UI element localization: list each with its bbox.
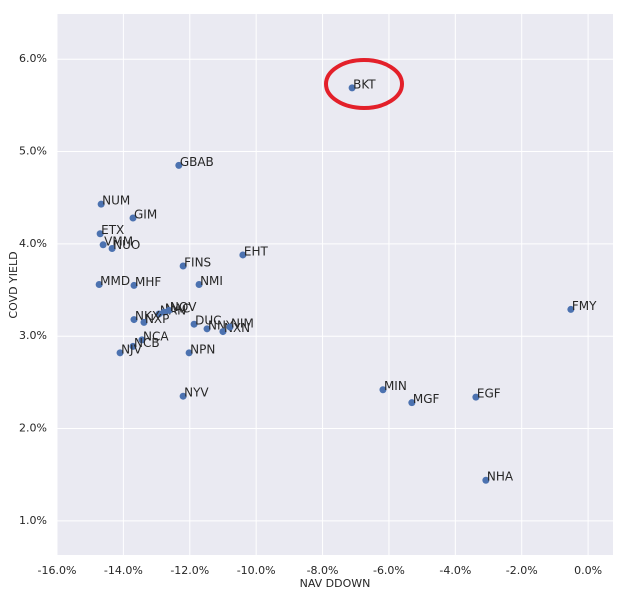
point (95, 281, 103, 288)
point-label: ETX (101, 223, 124, 237)
point (140, 318, 148, 326)
point (108, 244, 116, 252)
point (379, 386, 387, 394)
x-tick-label: -4.0% (439, 564, 471, 577)
point (165, 306, 173, 314)
point (472, 393, 480, 401)
point (203, 325, 211, 333)
point (226, 323, 234, 331)
point-label: FINS (184, 256, 211, 270)
point (129, 214, 137, 222)
point (99, 241, 107, 249)
point (567, 305, 575, 313)
point-label: NHA (487, 470, 514, 484)
point-label: VMM (104, 234, 133, 248)
y-tick-label: 5.0% (19, 145, 47, 158)
point (129, 342, 137, 350)
x-tick-label: -10.0% (237, 564, 276, 577)
point-label: NUO (113, 238, 140, 252)
point (482, 476, 490, 484)
point-label: NCB (134, 336, 160, 350)
point (408, 399, 416, 407)
x-tick-label: -2.0% (506, 564, 538, 577)
point (138, 336, 146, 344)
highlight-circle (324, 58, 404, 110)
point-label: NIM (231, 316, 254, 330)
point-label: MMD (100, 274, 130, 288)
x-tick-label: -8.0% (307, 564, 339, 577)
point (195, 281, 203, 288)
point (185, 349, 193, 357)
point-label: DUC (195, 314, 221, 328)
point (219, 328, 227, 336)
x-tick-label: -16.0% (38, 564, 77, 577)
point-label: NQV (170, 300, 197, 314)
x-tick-label: -12.0% (170, 564, 209, 577)
grid (56, 14, 613, 555)
point (348, 84, 356, 92)
point (175, 161, 183, 169)
point-label: GIM (134, 208, 157, 222)
point (179, 392, 187, 400)
x-tick-label: -14.0% (104, 564, 143, 577)
point-label: EGF (477, 387, 501, 401)
point (190, 320, 198, 328)
point-label: NXP (145, 312, 169, 326)
point-label: MHF (135, 275, 161, 289)
y-tick-label: 3.0% (19, 329, 47, 342)
plot-area (57, 14, 613, 555)
point-label: EHT (244, 244, 269, 258)
x-axis-label: NAV DDOWN (300, 577, 371, 590)
point (97, 200, 105, 208)
point (116, 349, 124, 357)
y-tick-label: 6.0% (19, 52, 47, 65)
point-label: NYV (184, 386, 209, 400)
point-label: NJV (121, 342, 143, 356)
point-label: NCA (143, 329, 169, 343)
point-label: MIN (384, 379, 407, 393)
point (239, 251, 247, 259)
y-tick-label: 1.0% (19, 514, 47, 527)
point-label: FMY (572, 299, 597, 313)
point (130, 281, 138, 289)
point-label: NUM (102, 194, 130, 208)
point-label: NMI (200, 274, 223, 288)
x-tick-label: -6.0% (373, 564, 405, 577)
point-label: NPN (190, 342, 215, 356)
point-label: GBAB (180, 155, 214, 169)
point (179, 262, 187, 270)
point-label: NKX (135, 309, 160, 323)
y-tick-label: 4.0% (19, 237, 47, 250)
point-label: MGF (413, 392, 440, 406)
y-axis-label: COVD YIELD (7, 251, 20, 318)
x-tick-label: 0.0% (574, 564, 602, 577)
point (96, 230, 104, 238)
point-label: BKT (353, 77, 376, 91)
point (130, 316, 138, 324)
y-tick-label: 2.0% (19, 422, 47, 435)
